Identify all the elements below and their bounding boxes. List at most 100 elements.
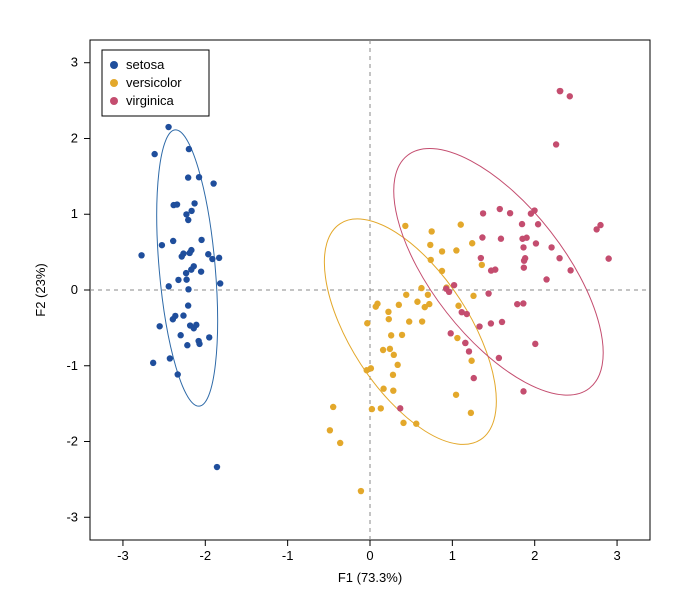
data-point (183, 211, 189, 217)
data-point (553, 141, 559, 147)
data-point (185, 217, 191, 223)
y-tick-label: -2 (66, 434, 78, 449)
x-tick-label: -1 (282, 548, 294, 563)
data-point (396, 302, 402, 308)
data-point (488, 320, 494, 326)
data-point (193, 322, 199, 328)
data-point (364, 367, 370, 373)
data-point (184, 342, 190, 348)
data-point (198, 268, 204, 274)
data-point (206, 334, 212, 340)
legend-marker-setosa (110, 61, 118, 69)
data-point (533, 240, 539, 246)
y-tick-label: 2 (71, 130, 78, 145)
data-point (175, 371, 181, 377)
data-point (165, 124, 171, 130)
data-point (453, 392, 459, 398)
data-point (418, 285, 424, 291)
data-point (390, 387, 396, 393)
data-point (468, 358, 474, 364)
legend-label-versicolor: versicolor (126, 75, 182, 90)
data-point (402, 223, 408, 229)
data-point (556, 255, 562, 261)
data-point (466, 348, 472, 354)
data-point (454, 335, 460, 341)
data-point (531, 207, 537, 213)
data-point (451, 282, 457, 288)
data-point (520, 388, 526, 394)
data-point (453, 247, 459, 253)
data-point (413, 421, 419, 427)
data-point (380, 347, 386, 353)
data-point (446, 289, 452, 295)
data-point (414, 299, 420, 305)
data-point (196, 174, 202, 180)
data-point (198, 237, 204, 243)
data-point (397, 405, 403, 411)
data-point (476, 323, 482, 329)
data-point (521, 264, 527, 270)
data-point (548, 244, 554, 250)
data-point (166, 283, 172, 289)
data-point (180, 312, 186, 318)
data-point (462, 340, 468, 346)
data-point (399, 332, 405, 338)
data-point (167, 355, 173, 361)
data-point (519, 221, 525, 227)
data-point (170, 316, 176, 322)
data-point (448, 330, 454, 336)
data-point (428, 228, 434, 234)
legend-label-setosa: setosa (126, 57, 165, 72)
data-point (469, 240, 475, 246)
data-point (439, 248, 445, 254)
data-point (150, 360, 156, 366)
data-point (480, 210, 486, 216)
data-point (156, 323, 162, 329)
data-point (185, 302, 191, 308)
data-point (185, 286, 191, 292)
x-tick-label: 2 (531, 548, 538, 563)
data-point (597, 222, 603, 228)
data-point (374, 301, 380, 307)
pca-scatter-plot: -3-2-10123-3-2-10123F1 (73.3%)F2 (23%)se… (0, 0, 700, 600)
data-point (387, 346, 393, 352)
x-tick-label: -3 (117, 548, 129, 563)
x-tick-label: 3 (613, 548, 620, 563)
data-point (378, 405, 384, 411)
data-point (499, 319, 505, 325)
data-point (459, 309, 465, 315)
data-point (567, 93, 573, 99)
data-point (388, 332, 394, 338)
data-point (386, 316, 392, 322)
data-point (191, 200, 197, 206)
x-tick-label: -2 (200, 548, 212, 563)
data-point (186, 146, 192, 152)
data-point (471, 375, 477, 381)
data-point (217, 280, 223, 286)
data-point (419, 318, 425, 324)
data-point (455, 303, 461, 309)
data-point (532, 341, 538, 347)
data-point (175, 277, 181, 283)
data-point (358, 488, 364, 494)
data-point (428, 257, 434, 263)
data-point (523, 235, 529, 241)
data-point (498, 236, 504, 242)
data-point (425, 292, 431, 298)
data-point (403, 292, 409, 298)
data-point (535, 221, 541, 227)
y-tick-label: 3 (71, 55, 78, 70)
data-point (188, 208, 194, 214)
data-point (183, 276, 189, 282)
x-tick-label: 0 (366, 548, 373, 563)
y-axis-label: F2 (23%) (33, 263, 48, 316)
data-point (170, 202, 176, 208)
data-point (479, 234, 485, 240)
data-point (400, 420, 406, 426)
data-point (543, 276, 549, 282)
data-point (605, 255, 611, 261)
data-point (485, 290, 491, 296)
x-axis-label: F1 (73.3%) (338, 570, 402, 585)
data-point (458, 221, 464, 227)
data-point (196, 341, 202, 347)
